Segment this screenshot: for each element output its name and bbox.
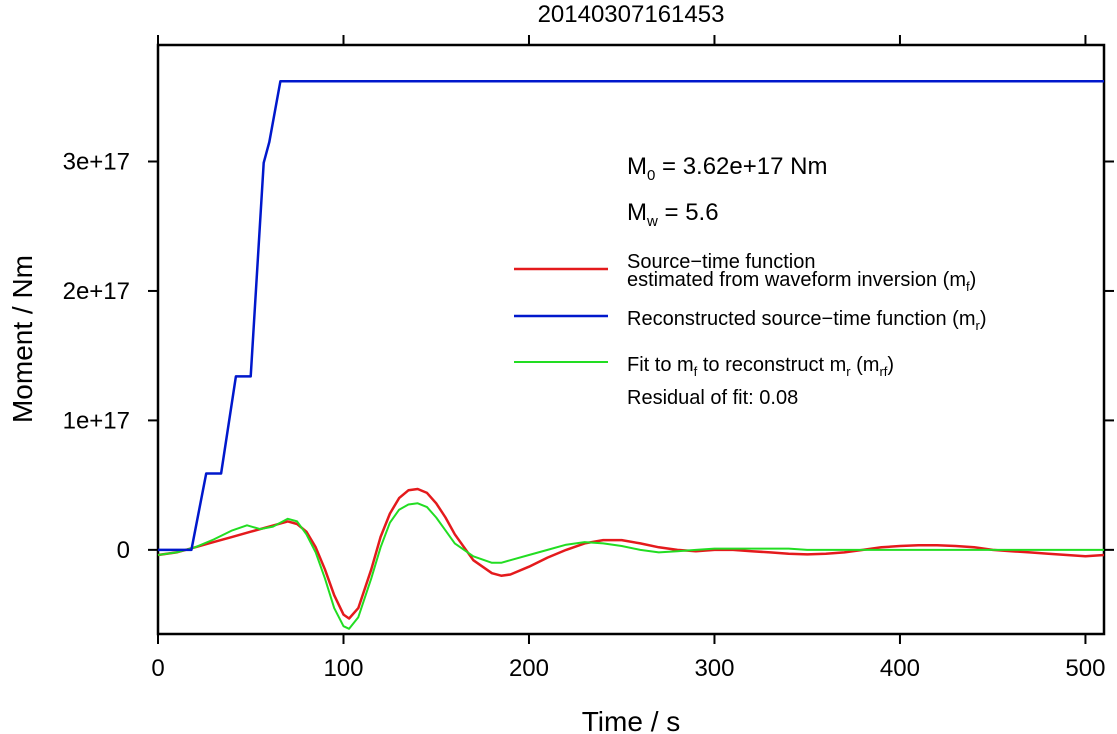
legend-red-line2: estimated from waveform inversion (mf) bbox=[627, 269, 976, 294]
m0-prefix: M bbox=[627, 153, 647, 180]
legend-green-sub1: f bbox=[694, 364, 698, 379]
legend-green-mid1: to reconstruct m bbox=[697, 354, 846, 376]
y-axis-label: Moment / Nm bbox=[7, 255, 38, 423]
series-line-red bbox=[157, 487, 1105, 620]
legend-red-tail: ) bbox=[970, 269, 977, 291]
legend-blue-tail: ) bbox=[980, 308, 987, 330]
y-axis: 0 1e+17 2e+17 3e+17 bbox=[63, 149, 1114, 564]
legend-blue-sub: r bbox=[976, 318, 981, 333]
m0-subscript: 0 bbox=[647, 167, 655, 184]
x-tick-label: 300 bbox=[694, 655, 734, 682]
x-tick-label: 100 bbox=[323, 655, 363, 682]
x-tick-label: 400 bbox=[880, 655, 920, 682]
legend-red-text: estimated from waveform inversion (m bbox=[627, 269, 966, 291]
chart-title: 20140307161453 bbox=[538, 1, 725, 28]
m0-value: = 3.62e+17 Nm bbox=[655, 153, 827, 180]
legend-blue-text: Reconstructed source−time function (m bbox=[627, 308, 976, 330]
mw-value: = 5.6 bbox=[658, 199, 719, 226]
series-line-blue bbox=[158, 79, 1104, 552]
mw-subscript: w bbox=[646, 213, 658, 230]
legend-green-mid2: (m bbox=[851, 354, 880, 376]
y-tick-label: 1e+17 bbox=[63, 407, 130, 434]
series-line-green bbox=[157, 502, 1104, 630]
series-layer bbox=[157, 79, 1105, 630]
x-tick-label: 500 bbox=[1065, 655, 1105, 682]
x-tick-label: 0 bbox=[151, 655, 164, 682]
x-tick-label: 200 bbox=[509, 655, 549, 682]
legend-green-tail: ) bbox=[887, 354, 894, 376]
legend-green-sub3: rf bbox=[879, 364, 887, 379]
legend-blue-line: Reconstructed source−time function (mr) bbox=[627, 308, 987, 333]
legend-green-line: Fit to mf to reconstruct mr (mrf) bbox=[627, 354, 894, 379]
m0-annotation: M0 = 3.62e+17 Nm bbox=[627, 153, 827, 184]
legend-green-text: Fit to m bbox=[627, 354, 694, 376]
y-tick-label: 3e+17 bbox=[63, 149, 130, 176]
legend-red-sub: f bbox=[966, 279, 970, 294]
x-axis: 0 100 200 300 400 500 bbox=[151, 35, 1105, 682]
mw-annotation: Mw = 5.6 bbox=[627, 199, 719, 230]
legend: Source−time function estimated from wave… bbox=[514, 251, 987, 409]
residual-annotation: Residual of fit: 0.08 bbox=[627, 387, 798, 409]
legend-red-line1: Source−time function bbox=[627, 251, 815, 273]
legend-green-sub2: r bbox=[846, 364, 851, 379]
y-tick-label: 2e+17 bbox=[63, 278, 130, 305]
plot-frame bbox=[156, 43, 1106, 636]
y-tick-label: 0 bbox=[117, 537, 130, 564]
x-axis-label: Time / s bbox=[582, 706, 681, 734]
mw-prefix: M bbox=[627, 199, 647, 226]
